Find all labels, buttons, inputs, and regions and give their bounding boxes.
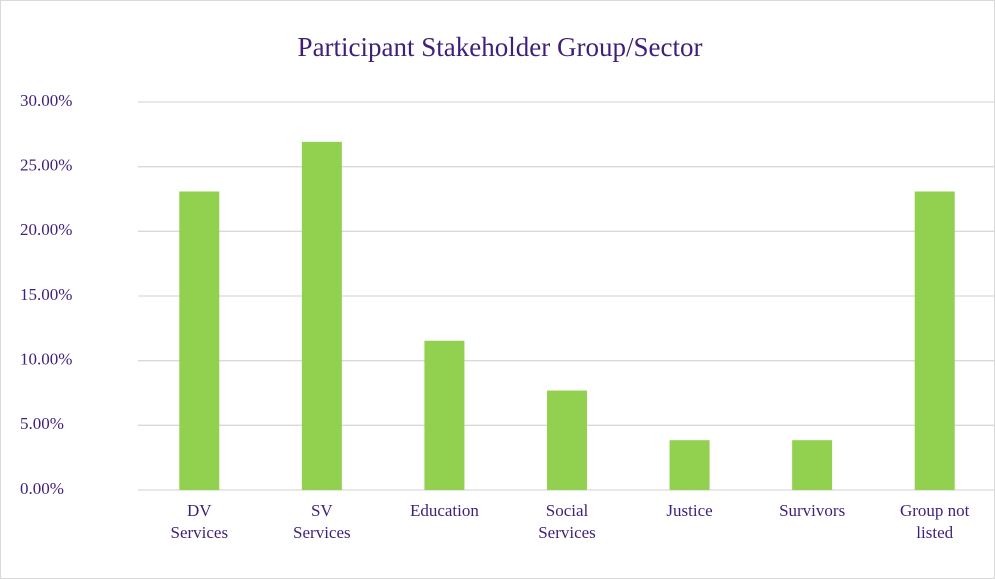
y-tick-label: 25.00% [20, 156, 72, 175]
x-tick-label-box: Social Services [538, 501, 596, 542]
x-tick-label-box: Education [409, 501, 479, 520]
x-tick-label-box: Justice [666, 501, 713, 520]
x-tick-label: SV Services [293, 501, 351, 542]
chart-title: Participant Stakeholder Group/Sector [298, 32, 703, 62]
bar [179, 191, 220, 491]
x-tick-label-box: Group not listed [899, 501, 970, 542]
y-tick-label: 20.00% [20, 220, 72, 239]
x-tick-label: Education [409, 501, 479, 520]
y-tick-label: 5.00% [20, 414, 64, 433]
x-tick-label: DV Services [170, 501, 229, 542]
x-tick-label: Justice [666, 501, 713, 520]
bar [301, 141, 342, 491]
bar [669, 440, 710, 490]
x-tick-label-box: SV Services [293, 501, 351, 542]
y-tick-label: 0.00% [20, 479, 64, 498]
x-tick-label: Group not listed [899, 501, 970, 542]
x-tick-label: Survivors [779, 501, 846, 520]
bar [914, 191, 955, 491]
y-tick-label: 15.00% [20, 285, 72, 304]
bar [424, 340, 465, 490]
x-tick-label: Social Services [538, 501, 596, 542]
bar [792, 440, 833, 490]
y-tick-label: 30.00% [20, 91, 72, 110]
y-tick-label: 10.00% [20, 350, 72, 369]
bar [547, 390, 587, 490]
x-tick-label-box: Survivors [779, 501, 846, 520]
x-tick-label-box: DV Services [170, 501, 229, 542]
